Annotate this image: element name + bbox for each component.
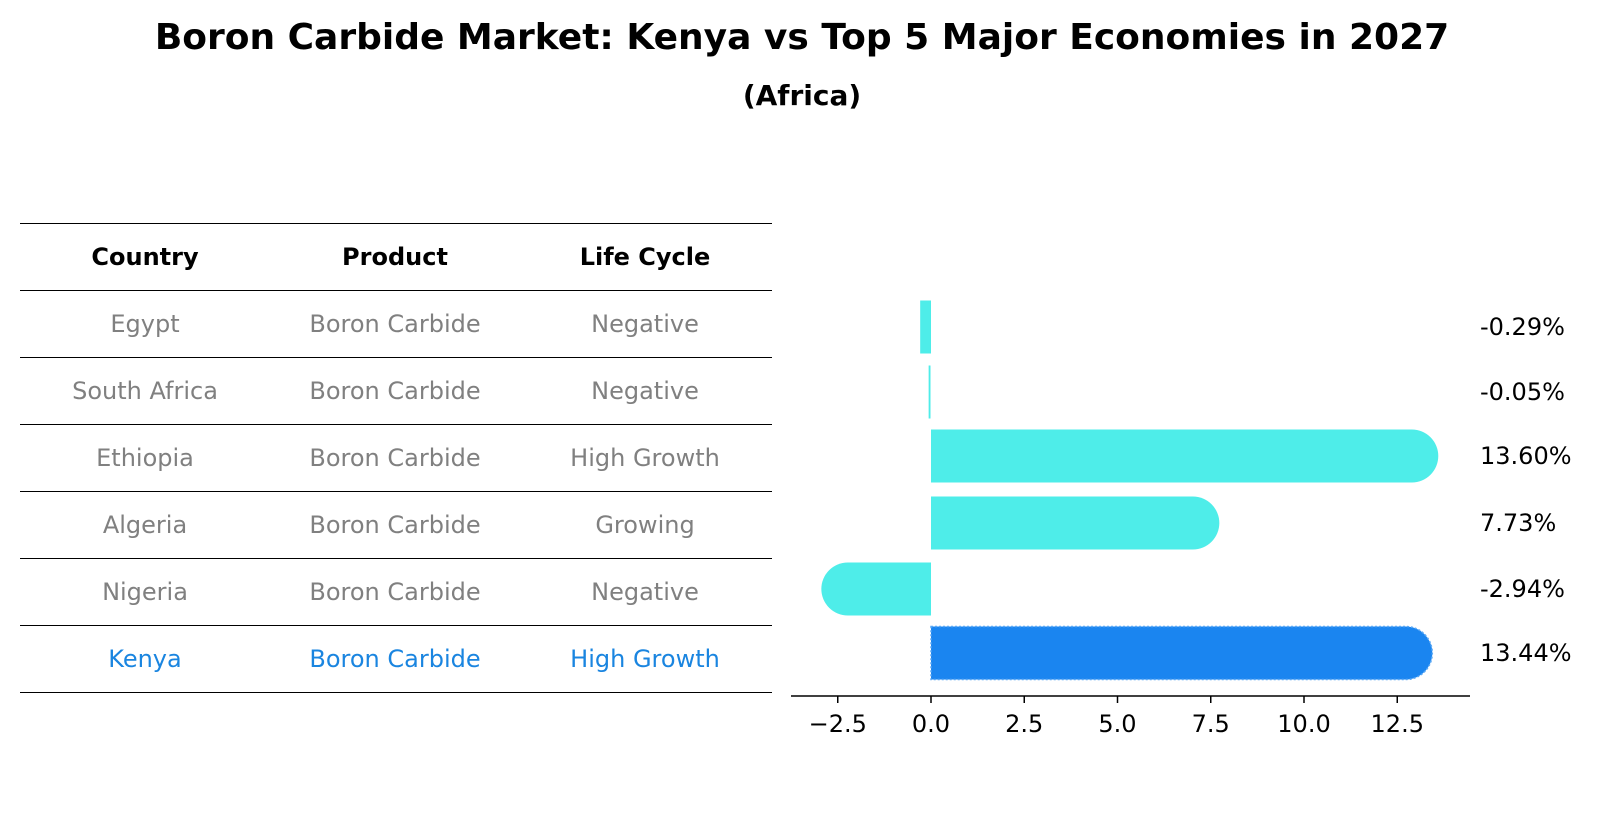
bar-value-label: 7.73% (1480, 509, 1556, 537)
bar-value-label: -0.29% (1480, 313, 1565, 341)
x-tick-label: 12.5 (1371, 710, 1424, 738)
cell-country: South Africa (72, 377, 218, 405)
bar-algeria (931, 496, 1220, 550)
table-header-row: Country Product Life Cycle (20, 224, 772, 291)
x-tick-label: −2.5 (809, 710, 867, 738)
cell-life-cycle: Growing (595, 511, 695, 539)
cell-life-cycle: Negative (591, 578, 699, 606)
bar-value-label: 13.44% (1480, 639, 1572, 667)
table-row-highlight: Kenya Boron Carbide High Growth (20, 626, 772, 693)
cell-product: Boron Carbide (309, 444, 481, 472)
bar-value-label: -0.05% (1480, 378, 1565, 406)
table-row: Ethiopia Boron Carbide High Growth (20, 425, 772, 492)
bar-nigeria (821, 562, 931, 616)
cell-country: Kenya (108, 645, 182, 673)
x-tick-label: 5.0 (1098, 710, 1136, 738)
cell-product: Boron Carbide (309, 645, 481, 673)
cell-life-cycle: Negative (591, 310, 699, 338)
bar-kenya (930, 625, 1434, 681)
bar-south-africa (928, 365, 931, 419)
cell-life-cycle: Negative (591, 377, 699, 405)
x-tick-label: 2.5 (1005, 710, 1043, 738)
bar-value-label: -2.94% (1480, 575, 1565, 603)
bar-ethiopia (931, 429, 1439, 483)
cell-product: Boron Carbide (309, 310, 481, 338)
cell-product: Boron Carbide (309, 511, 481, 539)
table-row: South Africa Boron Carbide Negative (20, 358, 772, 425)
chart-title: Boron Carbide Market: Kenya vs Top 5 Maj… (154, 17, 1450, 58)
cell-product: Boron Carbide (309, 578, 481, 606)
cell-life-cycle: High Growth (570, 444, 720, 472)
header-life-cycle: Life Cycle (579, 243, 711, 271)
header-country: Country (91, 243, 199, 271)
header-product: Product (342, 243, 448, 271)
cell-country: Egypt (110, 310, 180, 338)
x-tick-label: 0.0 (912, 710, 950, 738)
chart-subtitle: (Africa) (742, 79, 862, 112)
bar-egypt (920, 300, 931, 354)
cell-product: Boron Carbide (309, 377, 481, 405)
x-tick-label: 10.0 (1277, 710, 1330, 738)
country-table: Country Product Life Cycle Egypt Boron C… (20, 223, 772, 693)
cell-country: Ethiopia (96, 444, 194, 472)
cell-life-cycle: High Growth (570, 645, 720, 673)
bar-value-label: 13.60% (1480, 442, 1572, 470)
x-tick-label: 7.5 (1192, 710, 1230, 738)
table-row: Nigeria Boron Carbide Negative (20, 559, 772, 626)
table-row: Egypt Boron Carbide Negative (20, 291, 772, 358)
cell-country: Nigeria (102, 578, 188, 606)
table-row: Algeria Boron Carbide Growing (20, 492, 772, 559)
cell-country: Algeria (102, 511, 188, 539)
